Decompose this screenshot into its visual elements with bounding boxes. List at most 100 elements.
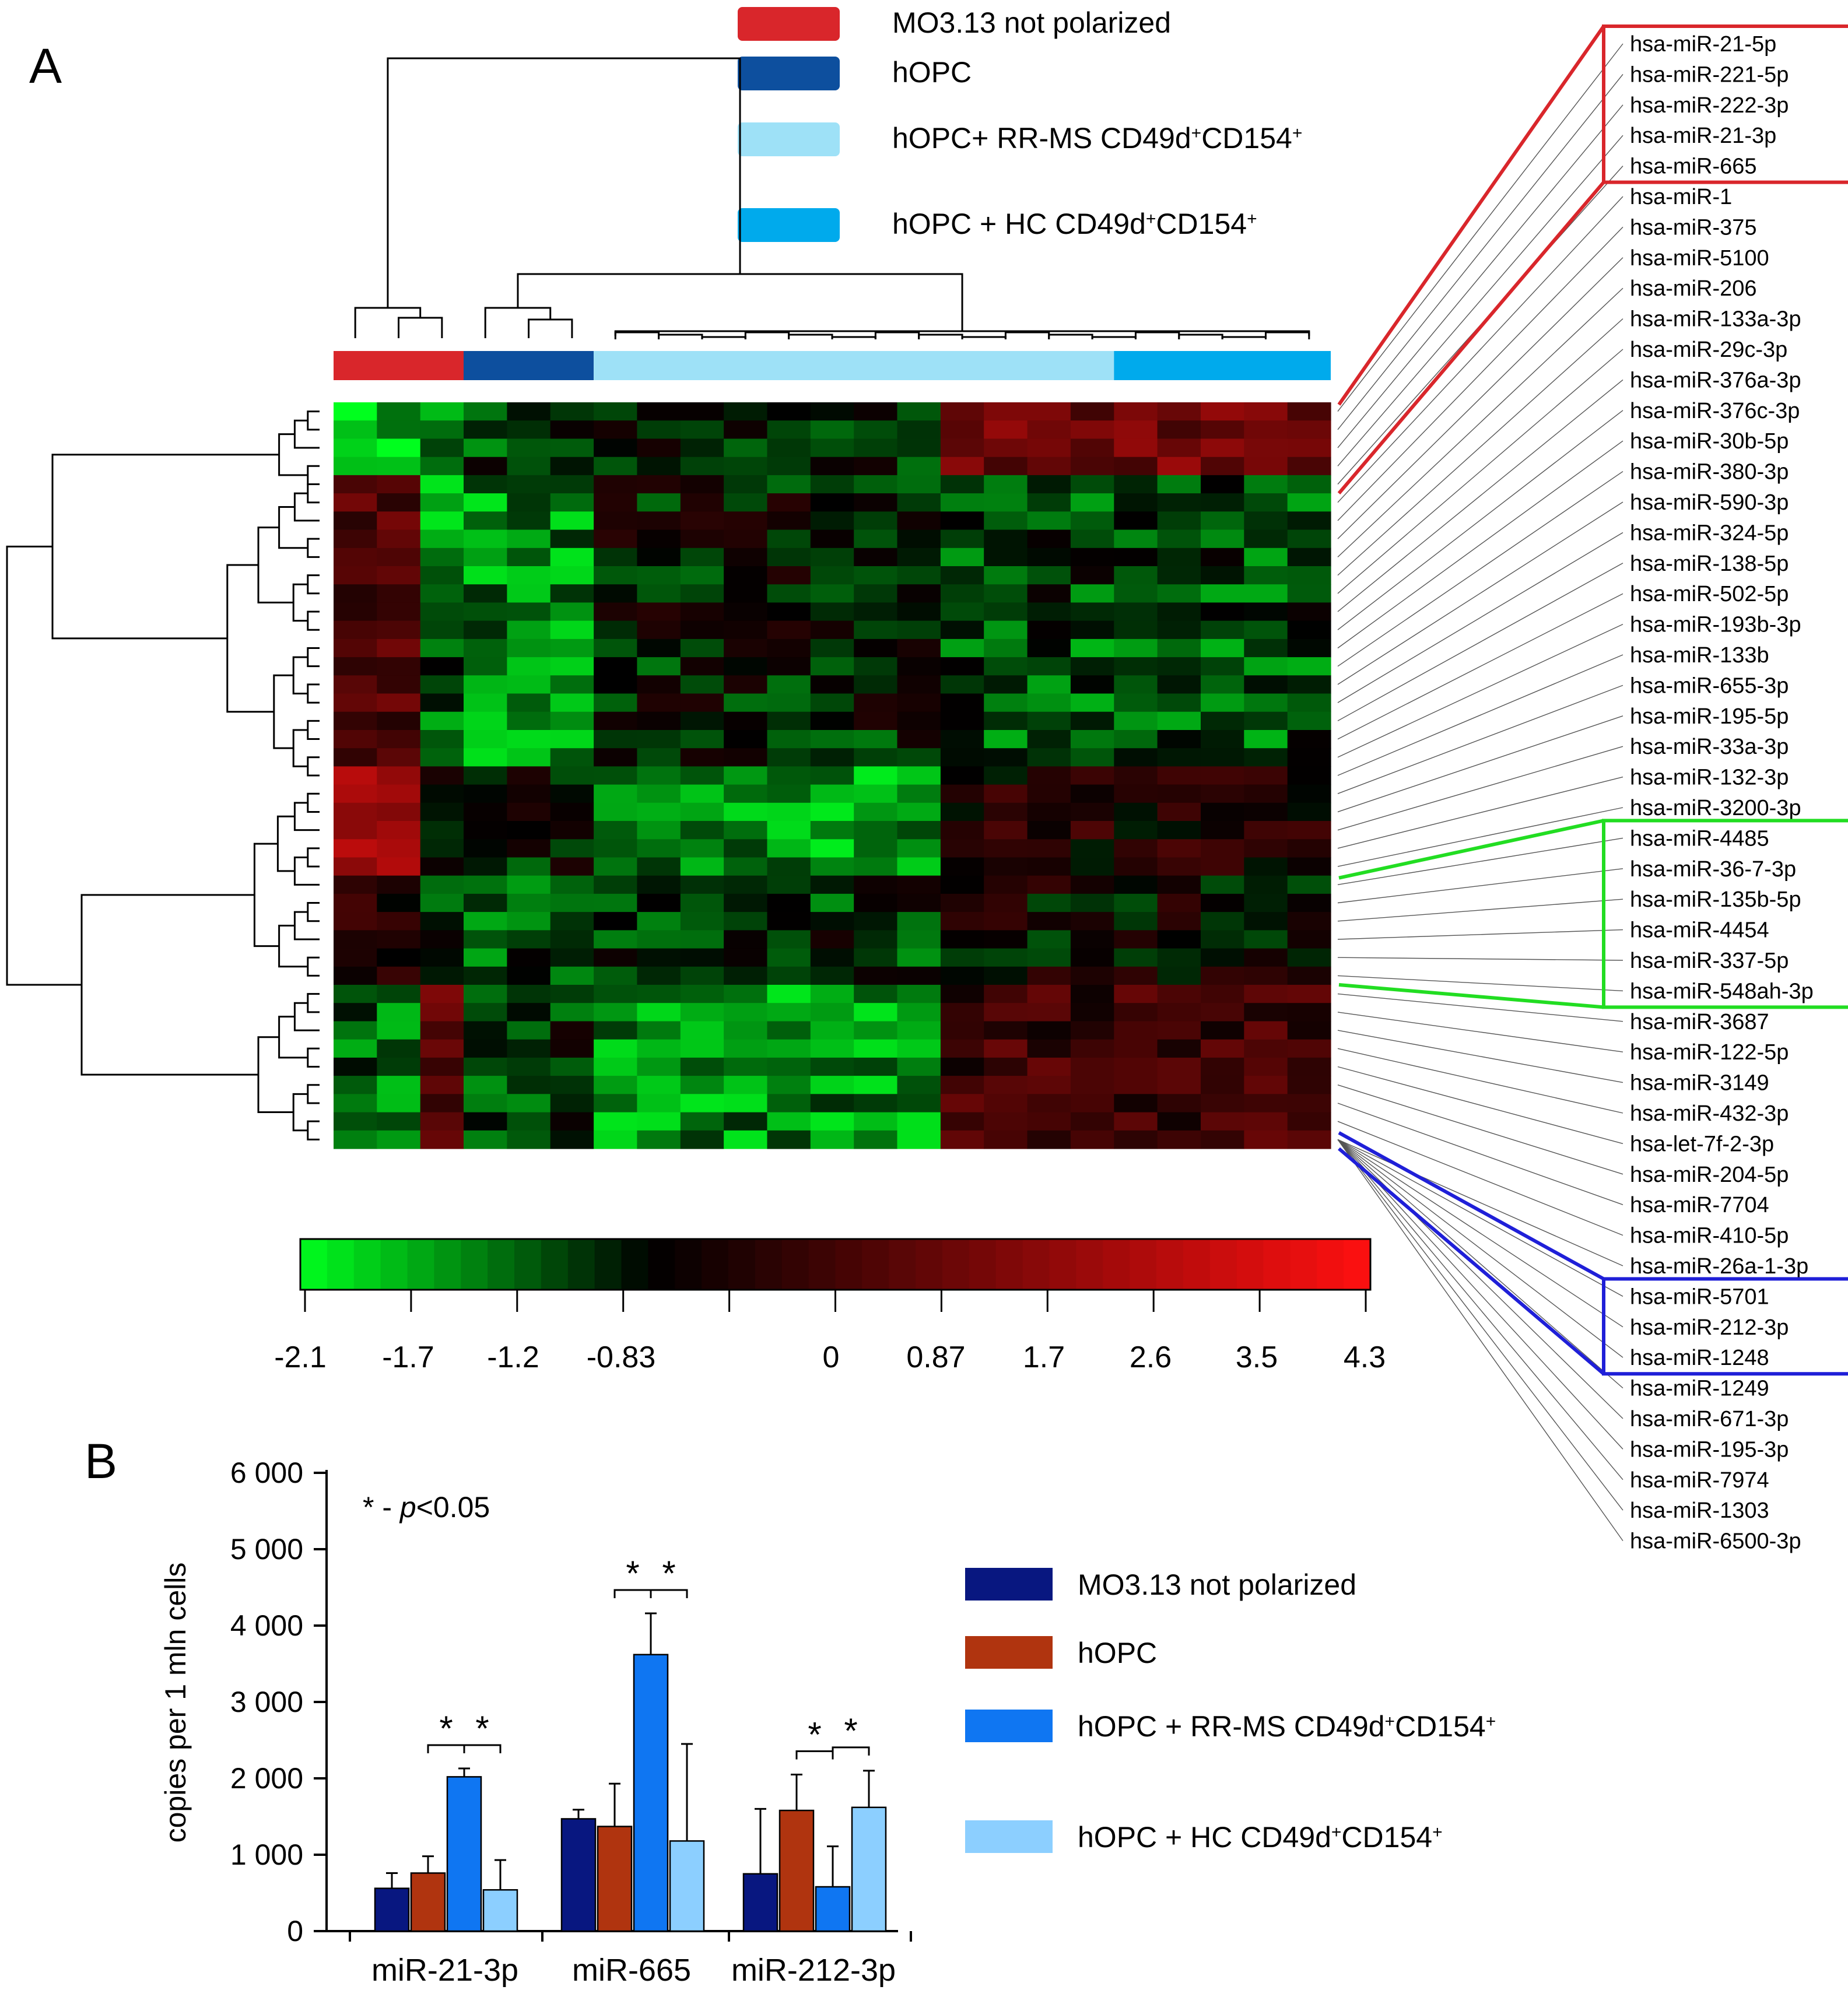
- mirna-label-9: hsa-miR-133a-3p: [1630, 307, 1801, 332]
- legend-label-2-mid: CD154: [1201, 122, 1292, 155]
- heatmap-cell: [1201, 875, 1244, 894]
- heatmap-cell: [854, 985, 898, 1003]
- heatmap-cell: [897, 948, 941, 967]
- heatmap-cell: [1157, 711, 1201, 731]
- heatmap-cell: [897, 1130, 941, 1149]
- connector-line: [1337, 471, 1623, 667]
- heatmap-cell: [334, 930, 377, 949]
- heatmap-cell: [334, 948, 377, 967]
- heatmap-cell: [594, 511, 637, 531]
- heatmap-cell: [680, 875, 724, 894]
- heatmap-cell: [984, 985, 1028, 1003]
- dendrogram-link: [614, 331, 660, 339]
- heatmap-cell: [507, 675, 551, 694]
- heatmap-cell: [940, 985, 984, 1003]
- heatmap-cell: [680, 693, 724, 713]
- heatmap-cell: [940, 748, 984, 767]
- heatmap-cell: [1114, 730, 1158, 749]
- dendrogram-link: [918, 334, 963, 339]
- heatmap-cell: [810, 730, 854, 749]
- heatmap-cell: [637, 657, 681, 676]
- mirna-label-35: hsa-miR-432-3p: [1630, 1101, 1789, 1126]
- significance-star-2: *: [626, 1554, 639, 1593]
- heatmap-cell: [897, 620, 941, 640]
- connector-line: [1337, 73, 1623, 430]
- mirna-label-13: hsa-miR-30b-5p: [1630, 429, 1789, 454]
- heatmap-cell: [550, 1039, 594, 1058]
- heatmap-cell: [984, 638, 1028, 658]
- heatmap-cell: [810, 511, 854, 531]
- heatmap-cell: [1244, 784, 1288, 803]
- heatmap-cell: [1157, 985, 1201, 1003]
- heatmap-cell: [984, 584, 1028, 603]
- heatmap-cell: [810, 657, 854, 676]
- heatmap-cell: [1070, 802, 1114, 822]
- scale-segment: [1183, 1239, 1211, 1290]
- heatmap-cell: [810, 1130, 854, 1149]
- heatmap-cell: [767, 438, 811, 458]
- connector-line: [1337, 1085, 1623, 1175]
- heatmap-cell: [940, 1057, 984, 1076]
- heatmap-cell: [897, 438, 941, 458]
- heatmap-cell: [767, 784, 811, 803]
- dendrogram-link: [278, 1016, 308, 1059]
- connector-line: [1337, 1139, 1623, 1328]
- heatmap-cell: [767, 1039, 811, 1058]
- heatmap-cell: [767, 748, 811, 767]
- heatmap-cell: [1201, 402, 1244, 421]
- heatmap-cell: [334, 402, 377, 421]
- heatmap-cell: [420, 529, 464, 549]
- heatmap-cell: [680, 475, 724, 494]
- heatmap-cell: [1070, 529, 1114, 549]
- heatmap-cell: [897, 602, 941, 622]
- dendrogram-link: [278, 433, 308, 476]
- scale-segment: [702, 1239, 729, 1290]
- heatmap-cell: [420, 839, 464, 858]
- heatmap-cell: [897, 638, 941, 658]
- heatmap-cell: [810, 1039, 854, 1058]
- heatmap-cell: [594, 875, 637, 894]
- heatmap-cell: [724, 457, 767, 476]
- heatmap-cell: [854, 438, 898, 458]
- heatmap-cell: [420, 1076, 464, 1094]
- heatmap-cell: [550, 839, 594, 858]
- heatmap-cell: [1201, 693, 1244, 713]
- heatmap-cell: [594, 966, 637, 985]
- mirna-label-41: hsa-miR-5701: [1630, 1284, 1769, 1309]
- heatmap-cell: [767, 1130, 811, 1149]
- heatmap-cell: [334, 839, 377, 858]
- dendrogram-link: [278, 925, 308, 968]
- dendrogram-link: [788, 334, 833, 339]
- heatmap-cell: [594, 675, 637, 694]
- heatmap-cell: [507, 1112, 551, 1131]
- heatmap-cell: [854, 584, 898, 603]
- heatmap-cell: [1027, 966, 1071, 985]
- connector-line: [1337, 957, 1623, 961]
- heatmap-cell: [594, 457, 637, 476]
- bar-0-1: [410, 1872, 446, 1932]
- heatmap-cell: [594, 1003, 637, 1022]
- heatmap-cell: [810, 930, 854, 949]
- heatmap-cell: [1287, 457, 1331, 476]
- heatmap-cell: [940, 457, 984, 476]
- mirna-label-38: hsa-miR-7704: [1630, 1193, 1769, 1217]
- heatmap-cell: [680, 802, 724, 822]
- heatmap-cell: [897, 857, 941, 876]
- heatmap-cell: [680, 638, 724, 658]
- heatmap-cell: [464, 784, 507, 803]
- heatmap-cell: [854, 1021, 898, 1040]
- significance-star-3: *: [662, 1554, 675, 1593]
- heatmap-cell: [810, 948, 854, 967]
- heatmap-cell: [680, 948, 724, 967]
- heatmap-cell: [377, 1112, 421, 1131]
- heatmap-cell: [810, 1076, 854, 1094]
- heatmap-cell: [507, 566, 551, 585]
- heatmap-cell: [1201, 1021, 1244, 1040]
- mirna-label-25: hsa-miR-3200-3p: [1630, 796, 1801, 820]
- bar-0-0: [374, 1887, 410, 1932]
- heatmap-cell: [1157, 511, 1201, 531]
- heatmap-cell: [1244, 1021, 1288, 1040]
- bar-legend-label-3-sup1: +: [1331, 1823, 1342, 1842]
- scale-segment: [675, 1239, 702, 1290]
- heatmap-cell: [550, 602, 594, 622]
